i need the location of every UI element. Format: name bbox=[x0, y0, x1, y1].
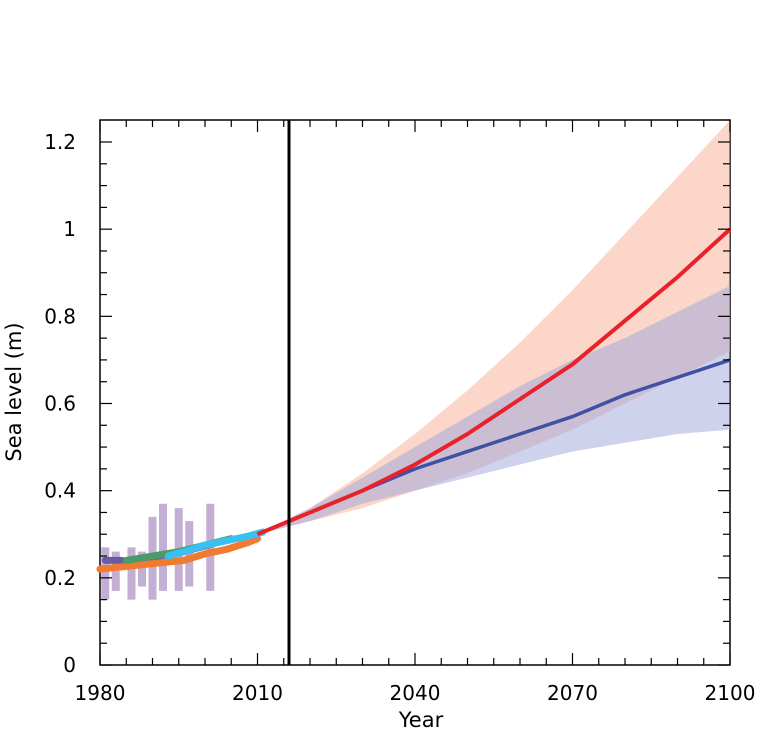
x-tick-label: 2100 bbox=[705, 681, 756, 705]
y-tick-label: 0.2 bbox=[44, 566, 76, 590]
x-tick-label: 2010 bbox=[232, 681, 283, 705]
projection-line-0 bbox=[256, 227, 732, 537]
x-tick-label: 2040 bbox=[390, 681, 441, 705]
uncertainty-band-1 bbox=[257, 285, 730, 535]
projection-lines bbox=[256, 227, 732, 537]
y-tick-label: 0.6 bbox=[44, 392, 76, 416]
axis-ticks bbox=[99, 120, 731, 666]
y-axis-title: Sea level (m) bbox=[2, 322, 26, 461]
y-tick-labels: 0 0.2 0.4 0.6 0.8 1 1.2 bbox=[44, 130, 76, 677]
y-tick-label: 0.8 bbox=[44, 304, 76, 328]
observation-line bbox=[96, 535, 261, 573]
uncertainty-bands bbox=[257, 120, 730, 535]
x-tick-label: 2070 bbox=[547, 681, 598, 705]
x-axis-title: Year bbox=[398, 708, 444, 730]
y-tick-label: 1.2 bbox=[44, 130, 76, 154]
x-tick-label: 1980 bbox=[75, 681, 126, 705]
observation-line bbox=[164, 528, 267, 560]
y-tick-label: 0.4 bbox=[44, 479, 76, 503]
y-tick-label: 1 bbox=[63, 217, 76, 241]
observations bbox=[96, 503, 267, 600]
y-tick-label: 0 bbox=[63, 653, 76, 677]
x-tick-labels: 1980 2010 2040 2070 2100 bbox=[75, 681, 756, 705]
